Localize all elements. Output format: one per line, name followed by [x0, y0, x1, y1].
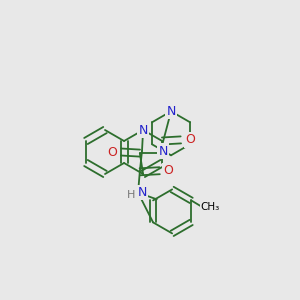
- Text: N: N: [167, 105, 176, 118]
- Text: CH₃: CH₃: [201, 202, 220, 212]
- Text: O: O: [185, 134, 195, 146]
- Text: N: N: [137, 186, 147, 199]
- Text: H: H: [127, 190, 135, 200]
- Text: O: O: [107, 146, 117, 158]
- Text: N: N: [158, 145, 168, 158]
- Text: N: N: [138, 124, 148, 136]
- Text: O: O: [164, 164, 173, 177]
